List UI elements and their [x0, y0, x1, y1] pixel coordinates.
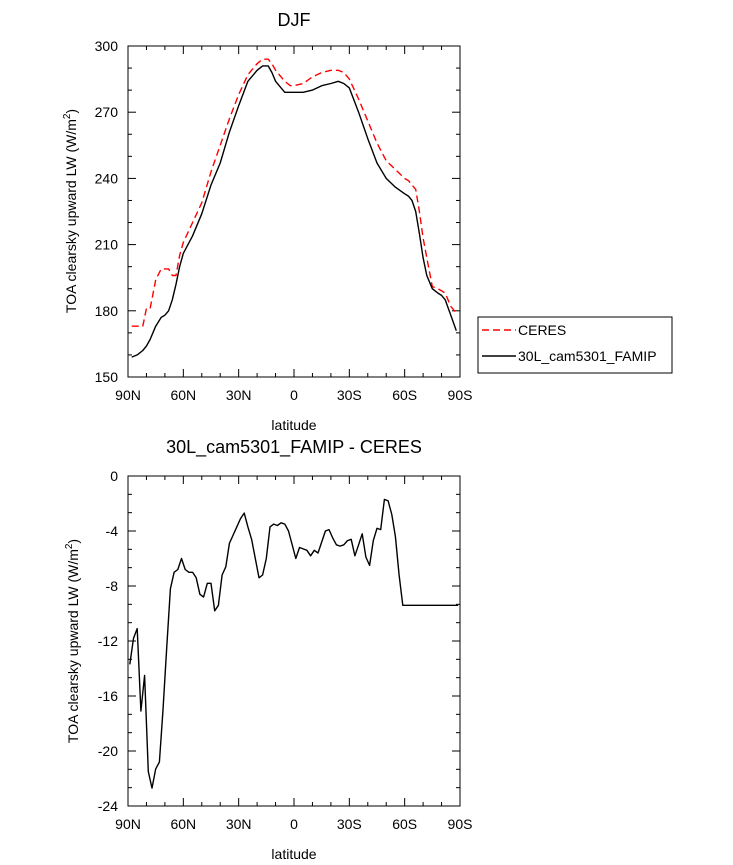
x-tick-label: 60S [392, 387, 417, 403]
x-tick-label: 30N [226, 816, 252, 832]
plot-frame-top [127, 45, 461, 378]
x-tick-label: 60S [392, 816, 417, 832]
series-lines-top [131, 58, 457, 358]
y-tick-label: -24 [98, 798, 118, 814]
series-line-difference [129, 498, 459, 789]
y-axis-label-top: TOA clearsky upward LW (W/m2) [62, 109, 79, 313]
y-tick-label: -20 [98, 743, 118, 759]
y-tick-label: -4 [106, 523, 119, 539]
x-tick-label: 60N [170, 387, 196, 403]
panel-top: DJF 150 180 210 240 270 300 90N 60N 30N 0 30S 60S 90… [62, 10, 673, 433]
ticks-bottom: -24 -20 -16 -12 -8 -4 0 90N 60N 30N 0 30S 60S 90S [98, 468, 473, 832]
plot-frame-bottom [127, 475, 461, 807]
x-tick-label: 60N [170, 816, 196, 832]
y-tick-label: -16 [98, 688, 118, 704]
chart-title-bottom: 30L_cam5301_FAMIP - CERES [166, 437, 422, 458]
y-tick-label: 180 [95, 303, 119, 319]
legend: CERES 30L_cam5301_FAMIP [477, 316, 673, 374]
panel-bottom: 30L_cam5301_FAMIP - CERES -24 -20 -16 -12 -8… [64, 437, 472, 862]
ticks-top: 150 180 210 240 270 300 90N 60N 30N 0 30S 60S 90S [95, 38, 473, 403]
x-tick-label: 0 [290, 387, 298, 403]
y-tick-label: 0 [110, 468, 118, 484]
series-line-ceres [131, 58, 457, 327]
x-tick-label: 30S [337, 387, 362, 403]
y-tick-label: 300 [95, 38, 119, 54]
x-axis-label-top: latitude [271, 417, 316, 433]
x-tick-label: 90N [115, 387, 141, 403]
y-tick-label: 210 [95, 237, 119, 253]
legend-label-model: 30L_cam5301_FAMIP [518, 348, 657, 364]
y-tick-label: -8 [106, 578, 119, 594]
x-axis-label-bottom: latitude [271, 846, 316, 862]
y-tick-label: 150 [95, 369, 119, 385]
x-tick-label: 90S [448, 387, 473, 403]
legend-box [477, 316, 673, 374]
x-tick-label: 90S [448, 816, 473, 832]
x-tick-label: 90N [115, 816, 141, 832]
y-tick-label: 270 [95, 104, 119, 120]
series-lines-bottom [129, 498, 459, 789]
series-line-30l-cam5301-famip [131, 65, 457, 358]
x-tick-label: 30S [337, 816, 362, 832]
y-tick-label: -12 [98, 633, 118, 649]
chart-title-top: DJF [278, 10, 311, 30]
y-tick-label: 240 [95, 170, 119, 186]
y-axis-label-bottom: TOA clearsky upward LW (W/m2) [64, 539, 81, 743]
x-tick-label: 0 [290, 816, 298, 832]
legend-label-ceres: CERES [518, 322, 566, 338]
x-tick-label: 30N [226, 387, 252, 403]
